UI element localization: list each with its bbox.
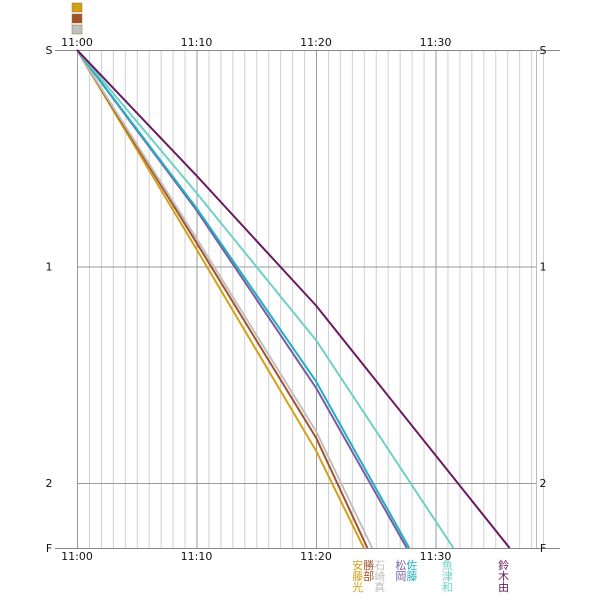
x-tick-label-top: 11:00 bbox=[61, 36, 93, 49]
series-line bbox=[76, 49, 455, 549]
runner-marker bbox=[71, 24, 83, 35]
series-name-label: 魚津和 bbox=[442, 559, 453, 594]
y-tick-label-right: F bbox=[540, 542, 546, 555]
series-line bbox=[76, 49, 408, 549]
y-tick-label-right: 1 bbox=[540, 261, 547, 274]
y-tick-label-left: 2 bbox=[46, 477, 53, 490]
x-tick-label-bottom: 11:00 bbox=[61, 550, 93, 563]
axes bbox=[55, 50, 560, 549]
x-tick-label-bottom: 11:20 bbox=[300, 550, 332, 563]
x-tick-label-top: 11:20 bbox=[300, 36, 332, 49]
y-tick-label-right: 2 bbox=[540, 477, 547, 490]
series-lines bbox=[76, 49, 511, 549]
y-tick-label-left: F bbox=[46, 542, 52, 555]
x-tick-label-bottom: 11:30 bbox=[420, 550, 452, 563]
series-line bbox=[76, 49, 374, 549]
series-line bbox=[76, 49, 365, 549]
series-name-label: 安藤光 bbox=[352, 558, 363, 594]
grid bbox=[77, 50, 545, 549]
x-tick-label-top: 11:30 bbox=[420, 36, 452, 49]
series-name-label: 石崎真 bbox=[374, 559, 385, 594]
series-line bbox=[76, 49, 511, 549]
runner-marker bbox=[71, 13, 83, 24]
y-tick-label-left: S bbox=[46, 44, 53, 57]
tick-labels: S S 1 1 2 2 F F 11:00 11:00 11:10 11:10 11:20 11:20 11… bbox=[46, 36, 547, 563]
series-name-label: 松岡 bbox=[395, 558, 406, 583]
series-name-label: 佐藤 bbox=[406, 558, 417, 583]
series-line bbox=[76, 49, 369, 549]
series-line bbox=[76, 49, 411, 549]
top-markers bbox=[71, 2, 83, 35]
x-tick-label-top: 11:10 bbox=[181, 36, 213, 49]
series-name-label: 勝部 bbox=[363, 558, 374, 583]
y-tick-label-right: S bbox=[540, 44, 547, 57]
series-name-label: 鈴木由 bbox=[498, 558, 509, 594]
runner-marker bbox=[71, 2, 83, 13]
y-tick-label-left: 1 bbox=[46, 261, 53, 274]
x-tick-label-bottom: 11:10 bbox=[181, 550, 213, 563]
